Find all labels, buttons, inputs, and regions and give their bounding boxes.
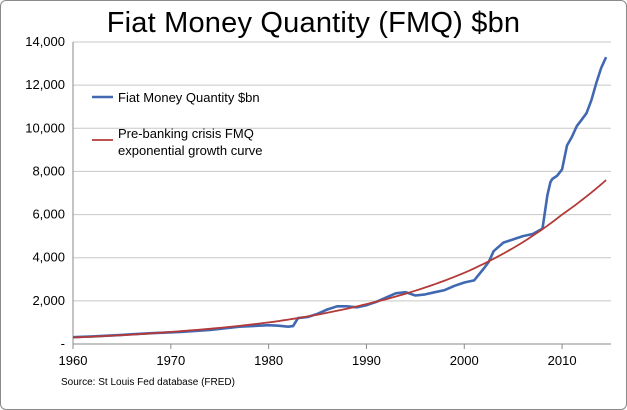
legend-label-growth-curve: Pre-banking crisis FMQ exponential growth… bbox=[118, 126, 263, 158]
y-tick-label: 12,000 bbox=[25, 77, 65, 92]
x-tick-label: 2000 bbox=[450, 353, 479, 368]
y-tick-label: 8,000 bbox=[32, 163, 65, 178]
series-line-growth-curve bbox=[73, 179, 607, 339]
y-tick-label: - bbox=[61, 336, 65, 351]
y-tick-label: 2,000 bbox=[32, 293, 65, 308]
legend-label-line: exponential growth curve bbox=[118, 143, 263, 158]
y-tick-label: 14,000 bbox=[25, 34, 65, 49]
source-note: Source: St Louis Fed database (FRED) bbox=[61, 377, 235, 388]
x-tick-label: 2010 bbox=[548, 353, 577, 368]
y-tick-label: 10,000 bbox=[25, 120, 65, 135]
legend-label-line: Pre-banking crisis FMQ bbox=[118, 126, 254, 141]
x-tick-label: 1980 bbox=[254, 353, 283, 368]
series-line-fmq bbox=[73, 56, 608, 339]
y-tick-label: 4,000 bbox=[32, 250, 65, 265]
x-tick-label: 1990 bbox=[352, 353, 381, 368]
chart-title: Fiat Money Quantity (FMQ) $bn bbox=[106, 7, 521, 39]
x-tick-label: 1960 bbox=[59, 353, 88, 368]
y-tick-label: 6,000 bbox=[32, 207, 65, 222]
legend-label-fmq: Fiat Money Quantity $bn bbox=[118, 90, 260, 105]
x-tick-label: 1970 bbox=[156, 353, 185, 368]
